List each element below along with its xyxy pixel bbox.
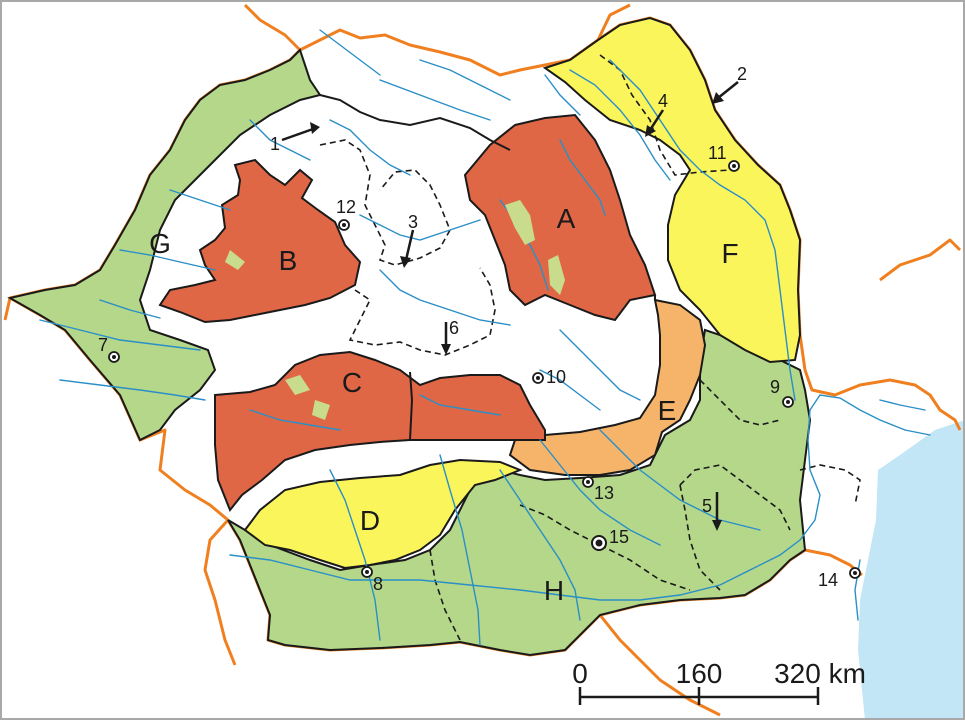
marker-label-15: 15 bbox=[609, 527, 629, 547]
city-markers bbox=[108, 160, 861, 579]
region-labels: A B C D E F G H bbox=[149, 203, 738, 606]
marker-label-14: 14 bbox=[818, 570, 838, 590]
region-a bbox=[463, 113, 657, 322]
black-sea bbox=[858, 420, 965, 720]
region-d bbox=[243, 458, 523, 570]
dashed-boundaries bbox=[319, 54, 861, 641]
region-e bbox=[508, 298, 707, 476]
marker-label-7: 7 bbox=[98, 335, 108, 355]
city-9-marker bbox=[782, 396, 794, 408]
region-g bbox=[7, 48, 322, 442]
region-label-f: F bbox=[721, 238, 738, 269]
region-label-h: H bbox=[544, 575, 564, 606]
scale-bar: 0 160 320 km bbox=[572, 658, 866, 705]
arrow-2-icon bbox=[712, 81, 739, 104]
arrow-3-icon bbox=[400, 229, 415, 268]
scale-tick-320: 320 km bbox=[774, 658, 866, 689]
scale-tick-0: 0 bbox=[572, 658, 588, 689]
region-b bbox=[158, 158, 362, 324]
region-label-a: A bbox=[557, 203, 576, 234]
marker-label-10: 10 bbox=[546, 367, 566, 387]
arrow-markers bbox=[281, 81, 739, 531]
marker-label-9: 9 bbox=[770, 377, 780, 397]
city-8-marker bbox=[361, 566, 373, 578]
marker-label-5: 5 bbox=[702, 496, 712, 516]
marker-labels: 1 2 3 4 5 6 7 8 9 10 11 12 13 14 15 bbox=[98, 64, 838, 594]
marker-label-6: 6 bbox=[449, 318, 459, 338]
marker-label-8: 8 bbox=[373, 574, 383, 594]
city-7-marker bbox=[108, 351, 120, 363]
city-14-marker bbox=[849, 567, 861, 579]
city-10-marker bbox=[532, 372, 544, 384]
scale-tick-160: 160 bbox=[676, 658, 723, 689]
marker-label-12: 12 bbox=[336, 197, 356, 217]
city-13-marker bbox=[582, 476, 594, 488]
region-label-b: B bbox=[279, 245, 298, 276]
marker-label-2: 2 bbox=[737, 64, 747, 84]
arrow-4-icon bbox=[645, 109, 665, 137]
marker-label-11: 11 bbox=[708, 143, 727, 163]
marker-label-3: 3 bbox=[408, 212, 418, 232]
marker-label-13: 13 bbox=[594, 483, 614, 503]
region-label-g: G bbox=[149, 228, 171, 259]
arrow-1-icon bbox=[281, 122, 320, 142]
city-15-marker bbox=[591, 535, 607, 551]
marker-label-1: 1 bbox=[270, 134, 280, 154]
region-f bbox=[542, 16, 802, 364]
region-label-d: D bbox=[360, 505, 380, 536]
arrow-5-icon bbox=[712, 492, 722, 531]
arrow-6-icon bbox=[441, 322, 451, 355]
small-patches bbox=[225, 200, 565, 420]
region-label-c: C bbox=[342, 367, 362, 398]
region-label-e: E bbox=[658, 395, 677, 426]
inner-borders bbox=[319, 94, 656, 441]
city-12-marker bbox=[338, 219, 350, 231]
marker-label-4: 4 bbox=[658, 91, 668, 111]
rivers bbox=[39, 29, 931, 646]
city-11-marker bbox=[728, 160, 740, 172]
